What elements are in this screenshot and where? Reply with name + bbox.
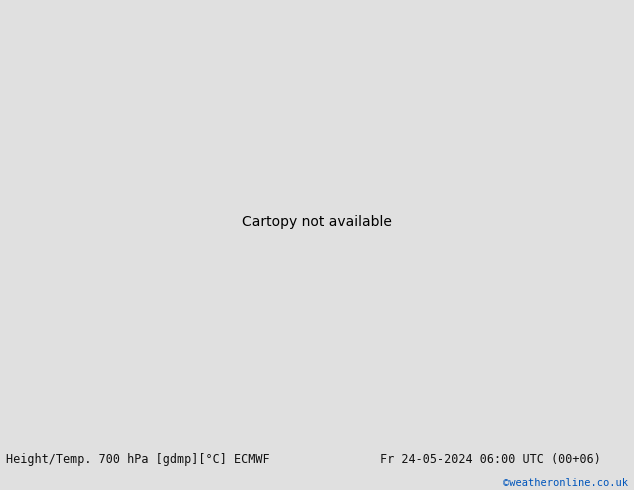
Text: Height/Temp. 700 hPa [gdmp][°C] ECMWF: Height/Temp. 700 hPa [gdmp][°C] ECMWF [6,453,270,466]
Text: ©weatheronline.co.uk: ©weatheronline.co.uk [503,478,628,488]
Text: Fr 24-05-2024 06:00 UTC (00+06): Fr 24-05-2024 06:00 UTC (00+06) [380,453,601,466]
Text: Cartopy not available: Cartopy not available [242,215,392,229]
